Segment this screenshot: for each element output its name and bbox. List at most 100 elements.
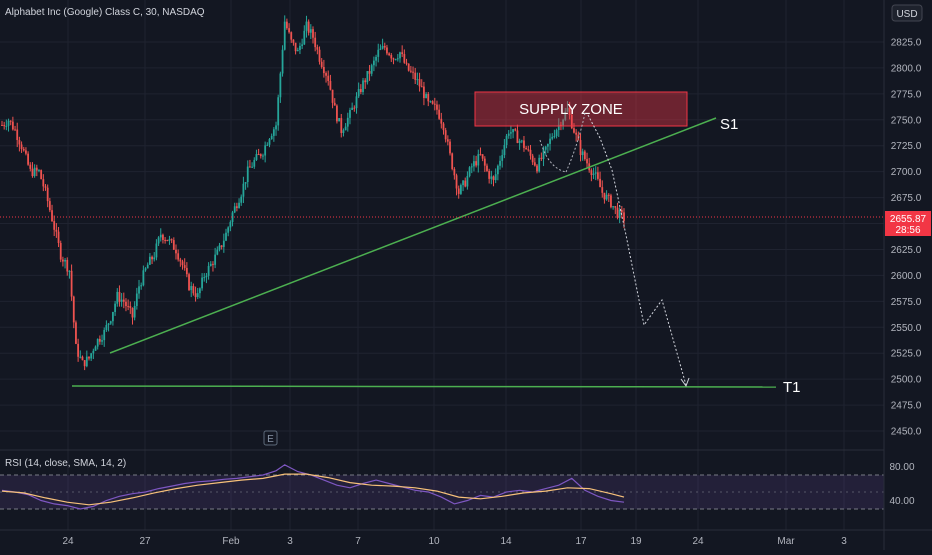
candle-body [444,130,447,140]
candle-body [61,259,64,262]
candle-body [79,356,82,358]
candle-body [416,79,419,81]
candle-body [20,144,23,149]
candle-body [381,45,384,49]
candle-body [92,350,95,354]
candle-body [597,172,599,179]
candle-body [583,151,586,160]
candle-body [109,321,112,324]
candle-body [42,179,45,187]
candle-body [140,285,143,287]
candle-body [340,118,343,134]
rsi-level-80: 80.00 [889,462,914,473]
price-axis[interactable] [884,0,932,550]
candle-body [299,45,301,51]
currency-label: USD [896,9,917,20]
rsi-sma-line [1,473,625,506]
candle-body [372,60,375,66]
trendline-s1[interactable] [109,117,717,354]
candle-body [312,29,314,38]
earnings-marker[interactable] [263,430,278,446]
projection-path[interactable] [587,114,687,386]
candle-body [277,97,280,126]
candle-body [90,353,93,359]
candle-body [457,188,460,194]
candle-body [175,249,177,254]
candle-body [290,32,293,40]
candle-body [192,286,195,294]
candle-body [490,176,493,179]
candle-body [366,71,369,83]
candle-body [103,329,106,341]
grid-lines [0,0,884,530]
candle-body [14,129,16,131]
candle-body [470,166,473,168]
candle-body [544,146,547,150]
candle-body [542,149,545,159]
candle-body [594,172,597,174]
candle-body [479,154,482,156]
candle-body [66,259,69,272]
candle-body [320,61,323,67]
price-tick-label: 2550.0 [891,323,922,334]
candle-body [33,167,36,177]
candle-body [81,356,84,361]
candle-body [212,263,214,265]
candle-body [85,356,88,367]
candle-body [88,356,90,359]
candle-body [383,45,386,48]
candle-body [368,71,371,74]
candle-body [603,192,606,200]
candle-body [462,180,464,186]
candle-body [590,170,593,175]
time-tick-label: 24 [62,536,74,547]
candle-body [68,270,71,272]
time-axis-ticks[interactable]: 24 27 Feb 3 7 10 14 17 19 24 Mar 3 [62,536,847,547]
candle-body [29,164,32,169]
candle-body [388,53,391,56]
candle-body [249,166,251,168]
candle-body [455,175,458,189]
candle-body [120,299,123,302]
candle-body [72,296,75,323]
candle-body [616,207,619,218]
candle-body [253,159,256,167]
supply-zone-box[interactable] [474,91,688,127]
candle-body [118,291,121,302]
time-tick-label: 17 [575,536,587,547]
candle-body [557,124,560,130]
currency-button[interactable] [891,4,923,22]
candle-body [303,30,306,45]
candle-body [473,161,475,167]
candle-body [488,170,491,179]
candle-body [581,151,584,156]
candle-body [286,21,288,29]
candle-body [551,136,554,139]
candle-body [157,237,160,244]
candle-body [316,47,319,50]
candle-body [375,56,377,61]
candle-body [527,149,530,151]
candle-body [233,206,236,213]
candle-body [573,128,575,133]
price-tick-label: 2575.0 [891,297,922,308]
candle-body [75,322,77,344]
candle-body [144,268,147,271]
candle-body [453,169,456,176]
candle-body [529,149,532,156]
candle-body [483,158,486,166]
candle-body [5,125,8,127]
candle-body [396,58,399,60]
target-line-t1[interactable] [71,385,777,388]
candle-body [322,66,325,74]
candle-body [533,162,536,166]
candle-body [16,129,19,141]
candle-body [268,139,271,145]
candle-body [549,138,551,144]
candle-body [112,312,114,322]
candle-body [562,119,565,127]
candle-body [203,277,206,279]
candle-body [605,194,608,200]
candle-body [164,239,167,241]
